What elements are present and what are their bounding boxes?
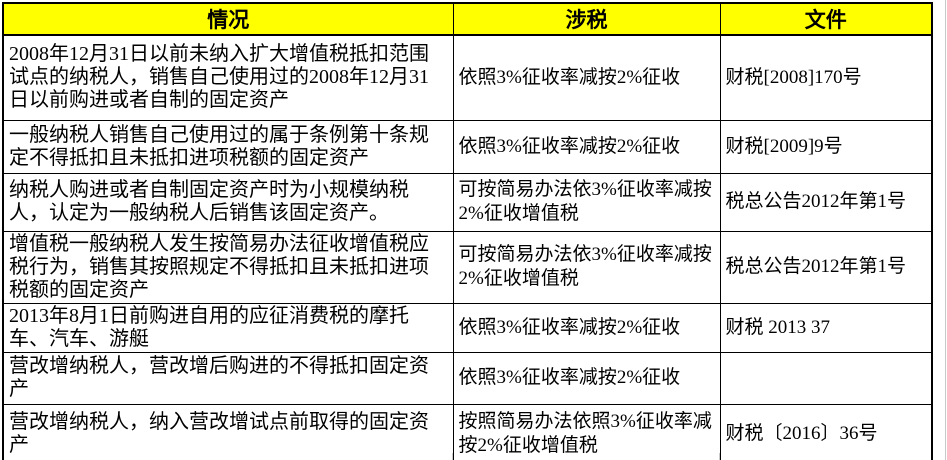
header-cell-document[interactable]: 文件 [719, 2, 933, 36]
cell-tax[interactable]: 依照3%征收率减按2%征收 [452, 302, 721, 353]
fixed-asset-tax-table: 情况 涉税 文件 2008年12月31日以前未纳入扩大增值税抵扣范围试点的纳税人… [2, 2, 933, 460]
header-cell-tax[interactable]: 涉税 [452, 2, 721, 36]
cell-document[interactable]: 财税〔2016〕36号 [719, 403, 933, 460]
cell-situation[interactable]: 一般纳税人销售自己使用过的属于条例第十条规定不得抵扣且未抵扣进项税额的固定资产 [2, 119, 454, 174]
cell-situation[interactable]: 2013年8月1日前购进自用的应征消费税的摩托车、汽车、游艇 [2, 302, 454, 353]
cell-tax[interactable]: 依照3%征收率减按2%征收 [452, 119, 721, 174]
table-row: 一般纳税人销售自己使用过的属于条例第十条规定不得抵扣且未抵扣进项税额的固定资产 … [2, 119, 933, 174]
table-row: 增值税一般纳税人发生按简易办法征收增值税应税行为，销售其按照规定不得抵扣且未抵扣… [2, 230, 933, 304]
cell-situation[interactable]: 2008年12月31日以前未纳入扩大增值税抵扣范围试点的纳税人，销售自己使用过的… [2, 34, 454, 121]
gridline [452, 453, 453, 460]
cell-tax[interactable]: 可按简易办法依3%征收率减按2%征收增值税 [452, 230, 721, 304]
cell-situation[interactable]: 营改增纳税人，纳入营改增试点前取得的固定资产 [2, 403, 454, 460]
gridline [945, 0, 946, 460]
header-cell-situation[interactable]: 情况 [2, 2, 454, 36]
cell-document[interactable] [719, 351, 933, 405]
cell-tax[interactable]: 依照3%征收率减按2%征收 [452, 34, 721, 121]
cell-tax[interactable]: 按照简易办法依照3%征收率减按2%征收增值税 [452, 403, 721, 460]
cell-document[interactable]: 税总公告2012年第1号 [719, 230, 933, 304]
table-row: 营改增纳税人，纳入营改增试点前取得的固定资产 按照简易办法依照3%征收率减按2%… [2, 403, 933, 460]
cell-tax[interactable]: 可按简易办法依3%征收率减按2%征收增值税 [452, 172, 721, 232]
gridline [719, 453, 720, 460]
cell-situation[interactable]: 纳税人购进或者自制固定资产时为小规模纳税人，认定为一般纳税人后销售该固定资产。 [2, 172, 454, 232]
cell-document[interactable]: 财税[2008]170号 [719, 34, 933, 121]
cell-document[interactable]: 财税[2009]9号 [719, 119, 933, 174]
cell-situation[interactable]: 增值税一般纳税人发生按简易办法征收增值税应税行为，销售其按照规定不得抵扣且未抵扣… [2, 230, 454, 304]
cell-situation[interactable]: 营改增纳税人，营改增后购进的不得抵扣固定资产 [2, 351, 454, 405]
cell-document[interactable]: 财税 2013 37 [719, 302, 933, 353]
cell-document[interactable]: 税总公告2012年第1号 [719, 172, 933, 232]
table-row: 2008年12月31日以前未纳入扩大增值税抵扣范围试点的纳税人，销售自己使用过的… [2, 34, 933, 121]
cell-tax[interactable]: 依照3%征收率减按2%征收 [452, 351, 721, 405]
table-row: 纳税人购进或者自制固定资产时为小规模纳税人，认定为一般纳税人后销售该固定资产。 … [2, 172, 933, 232]
table-header-row: 情况 涉税 文件 [2, 2, 933, 36]
table-row: 2013年8月1日前购进自用的应征消费税的摩托车、汽车、游艇 依照3%征收率减按… [2, 302, 933, 353]
table-row: 营改增纳税人，营改增后购进的不得抵扣固定资产 依照3%征收率减按2%征收 [2, 351, 933, 405]
